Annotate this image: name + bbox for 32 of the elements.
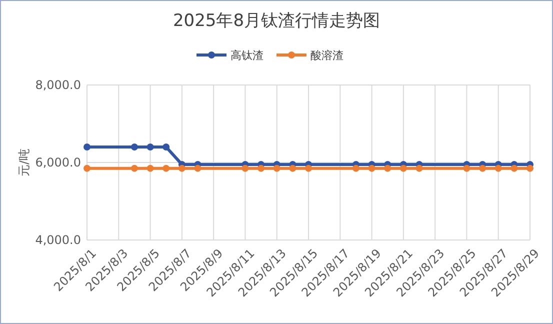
point — [84, 164, 90, 172]
point — [510, 164, 518, 172]
point — [162, 164, 170, 172]
point — [352, 164, 360, 172]
point — [463, 164, 470, 172]
chart-title: 2025年8月钛渣行情走势图 — [172, 11, 380, 31]
point — [178, 164, 186, 172]
point — [162, 144, 170, 150]
point — [146, 144, 154, 150]
y-tick-label: 6,000.0 — [35, 156, 81, 170]
point — [526, 164, 534, 172]
legend-label: 酸溶渣 — [310, 48, 344, 62]
legend-label: 高钛渣 — [230, 48, 264, 62]
point — [273, 164, 280, 172]
point — [242, 164, 249, 172]
point — [289, 164, 296, 172]
point — [479, 164, 486, 172]
point — [416, 164, 423, 172]
point — [368, 164, 376, 172]
point — [130, 144, 138, 150]
point — [84, 144, 90, 150]
y-tick-label: 8,000.0 — [35, 78, 81, 92]
point — [194, 164, 202, 172]
point — [146, 164, 154, 172]
point — [305, 164, 312, 172]
point — [384, 164, 392, 172]
point — [130, 164, 138, 172]
point — [258, 164, 265, 172]
point — [400, 164, 407, 172]
point — [494, 164, 502, 172]
y-tick-label: 4,000.0 — [35, 233, 81, 248]
y-axis-title: 元/吨 — [17, 148, 31, 177]
